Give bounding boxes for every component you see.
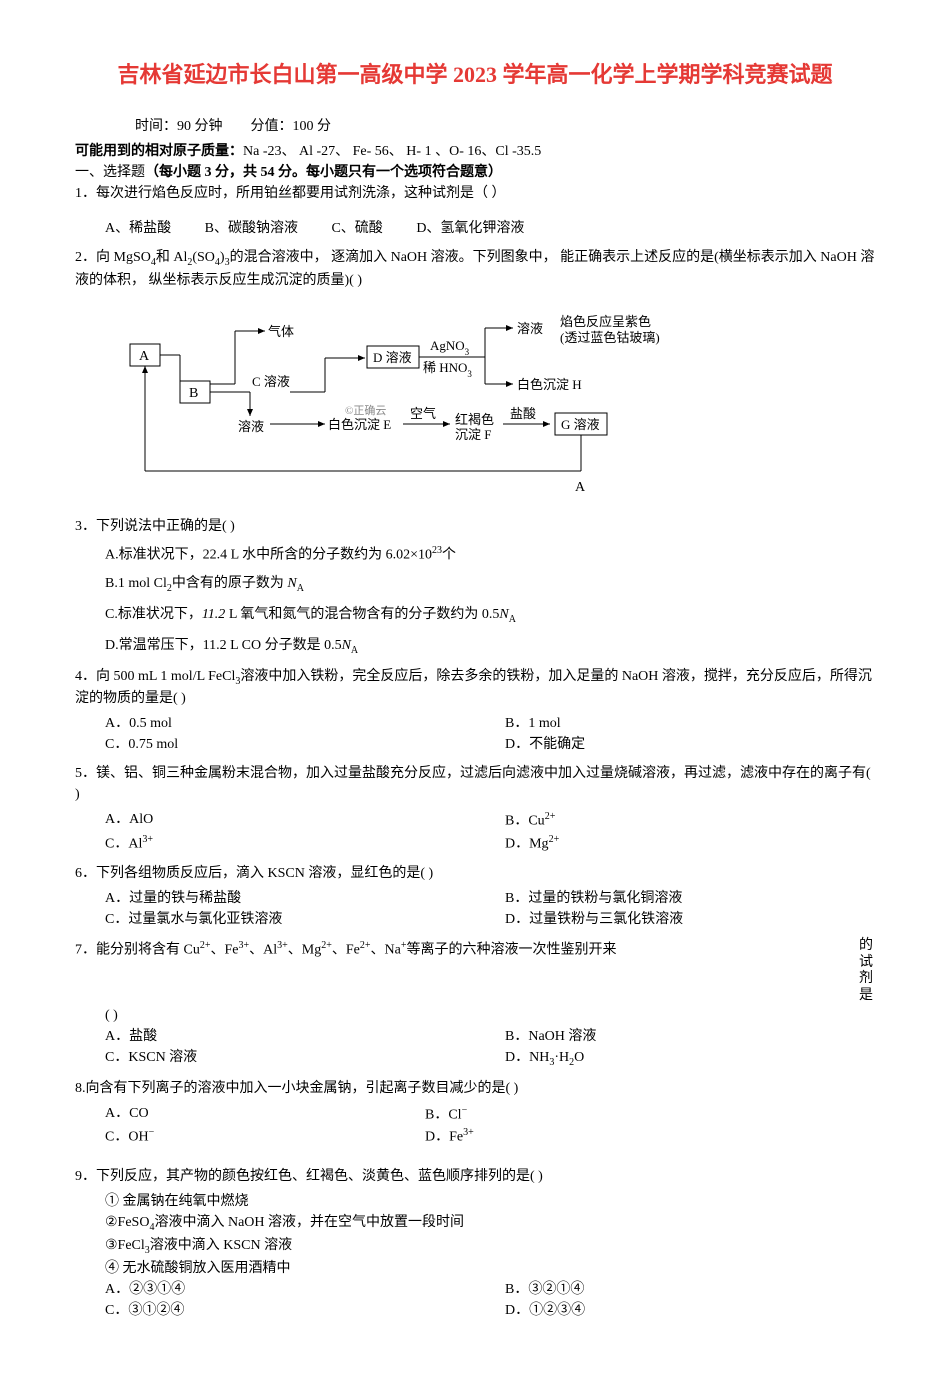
question-4: 4．向 500 mL 1 mol/L FeCl3溶液中加入铁粉，完全反应后，除去… xyxy=(75,666,875,756)
question-3: 3．下列说法中正确的是( ) A.标准状况下，22.4 L 水中所含的分子数约为… xyxy=(75,516,875,658)
q8-option-a: A．CO xyxy=(75,1103,395,1126)
svg-text:盐酸: 盐酸 xyxy=(510,406,536,421)
q7-vertical-text: 的试剂是 xyxy=(859,938,875,1005)
q7-option-b: B．NaOH 溶液 xyxy=(475,1026,875,1047)
q3-option-b: B.1 mol Cl2中含有的原子数为 NA xyxy=(105,573,875,596)
box-a-label: A xyxy=(139,349,150,364)
svg-text:焰色反应呈紫色: 焰色反应呈紫色 xyxy=(560,314,651,329)
svg-text:A: A xyxy=(575,480,586,495)
q5-text: 5．镁、铝、铜三种金属粉末混合物，加入过量盐酸充分反应，过滤后向滤液中加入过量烧… xyxy=(75,763,875,805)
q6-text: 6．下列各组物质反应后，滴入 KSCN 溶液，显红色的是( ) xyxy=(75,863,875,884)
question-1: 1．每次进行焰色反应时，所用铂丝都要用试剂洗涤，这种试剂是（ ） A、稀盐酸 B… xyxy=(75,183,875,239)
q9-line2: ②FeSO4溶液中滴入 NaOH 溶液，并在空气中放置一段时间 xyxy=(75,1212,875,1235)
q4-option-c: C．0.75 mol xyxy=(75,734,475,755)
q9-text: 9．下列反应，其产物的颜色按红色、红褐色、淡黄色、蓝色顺序排列的是( ) xyxy=(75,1166,875,1187)
section-1-header: 一、选择题（每小题 3 分，共 54 分。每小题只有一个选项符合题意） xyxy=(75,162,875,183)
svg-text:C 溶液: C 溶液 xyxy=(252,374,290,389)
q6-option-d: D．过量铁粉与三氯化铁溶液 xyxy=(475,909,875,930)
q9-option-a: A．②③①④ xyxy=(75,1279,475,1300)
q4-option-d: D．不能确定 xyxy=(475,734,875,755)
svg-text:G 溶液: G 溶液 xyxy=(561,417,600,432)
materials-label: 可能用到的相对原子质量： xyxy=(75,144,243,159)
svg-text:(透过蓝色钴玻璃): (透过蓝色钴玻璃) xyxy=(560,330,660,345)
svg-text:白色沉淀 E: 白色沉淀 E xyxy=(328,417,391,432)
svg-text:稀 HNO3: 稀 HNO3 xyxy=(423,360,472,379)
q9-option-c: C．③①②④ xyxy=(75,1300,475,1321)
q4-option-a: A．0.5 mol xyxy=(75,713,475,734)
q8-option-c: C．OH− xyxy=(75,1125,395,1148)
q6-option-c: C．过量氯水与氯化亚铁溶液 xyxy=(75,909,475,930)
q1-option-d: D、氢氧化钾溶液 xyxy=(416,221,524,236)
q7-option-d: D．NH3·H2O xyxy=(475,1047,875,1070)
q3-option-d: D.常温常压下，11.2 L CO 分子数是 0.5NA xyxy=(105,635,875,658)
question-7: 7．能分别将含有 Cu2+、Fe3+、Al3+、Mg2+、Fe2+、Na+等离子… xyxy=(75,938,875,1070)
q8-option-d: D．Fe3+ xyxy=(395,1125,715,1148)
q5-option-a: A．AlO xyxy=(75,809,475,832)
q5-option-c: C．Al3+ xyxy=(75,832,475,855)
score-label: 分值：100 分 xyxy=(251,119,332,134)
materials-values: Na -23、 Al -27、 Fe- 56、 H- 1 、O- 16、Cl -… xyxy=(243,144,541,159)
svg-text:红褐色: 红褐色 xyxy=(455,412,494,427)
svg-text:D 溶液: D 溶液 xyxy=(373,350,412,365)
time-label: 时间：90 分钟 xyxy=(135,119,223,134)
q7-text: 7．能分别将含有 Cu2+、Fe3+、Al3+、Mg2+、Fe2+、Na+等离子… xyxy=(75,938,875,961)
q7-option-c: C．KSCN 溶液 xyxy=(75,1047,475,1070)
question-8: 8.向含有下列离子的溶液中加入一小块金属钠，引起离子数目减少的是( ) A．CO… xyxy=(75,1078,875,1148)
q1-option-b: B、碳酸钠溶液 xyxy=(205,221,298,236)
svg-text:溶液: 溶液 xyxy=(238,419,264,434)
flowchart-diagram: A B 气体 C 溶液 溶液 D 溶液 AgNO3 稀 HNO3 溶液 焰色反应… xyxy=(105,306,725,501)
q1-option-a: A、稀盐酸 xyxy=(105,221,171,236)
question-9: 9．下列反应，其产物的颜色按红色、红褐色、淡黄色、蓝色顺序排列的是( ) ① 金… xyxy=(75,1166,875,1321)
question-5: 5．镁、铝、铜三种金属粉末混合物，加入过量盐酸充分反应，过滤后向滤液中加入过量烧… xyxy=(75,763,875,854)
q4-option-b: B．1 mol xyxy=(475,713,875,734)
question-2: 2．向 MgSO4和 Al2(SO4)3的混合溶液中， 逐滴加入 NaOH 溶液… xyxy=(75,247,875,291)
box-b-label: B xyxy=(189,386,198,401)
q1-option-c: C、硫酸 xyxy=(331,221,382,236)
q5-option-d: D．Mg2+ xyxy=(475,832,875,855)
q6-option-a: A．过量的铁与稀盐酸 xyxy=(75,888,475,909)
exam-title: 吉林省延边市长白山第一高级中学 2023 学年高一化学上学期学科竞赛试题 xyxy=(75,60,875,91)
q3-option-a: A.标准状况下，22.4 L 水中所含的分子数约为 6.02×1023个 xyxy=(105,543,875,566)
q6-option-b: B．过量的铁粉与氯化铜溶液 xyxy=(475,888,875,909)
q4-text: 4．向 500 mL 1 mol/L FeCl3溶液中加入铁粉，完全反应后，除去… xyxy=(75,666,875,710)
svg-text:©正确云: ©正确云 xyxy=(345,404,386,417)
q8-text: 8.向含有下列离子的溶液中加入一小块金属钠，引起离子数目减少的是( ) xyxy=(75,1078,875,1099)
svg-text:空气: 空气 xyxy=(410,406,436,421)
q9-option-d: D．①②③④ xyxy=(475,1300,875,1321)
q1-text: 1．每次进行焰色反应时，所用铂丝都要用试剂洗涤，这种试剂是（ ） xyxy=(75,183,875,204)
svg-text:沉淀 F: 沉淀 F xyxy=(455,427,491,442)
q5-option-b: B．Cu2+ xyxy=(475,809,875,832)
q2-text: 2．向 MgSO4和 Al2(SO4)3的混合溶液中， 逐滴加入 NaOH 溶液… xyxy=(75,247,875,291)
svg-text:白色沉淀 H: 白色沉淀 H xyxy=(517,377,582,392)
q9-line3: ③FeCl3溶液中滴入 KSCN 溶液 xyxy=(75,1235,875,1258)
q7-paren: ( ) xyxy=(75,1005,875,1026)
q9-line1: ① 金属钠在纯氧中燃烧 xyxy=(75,1191,875,1212)
q9-line4: ④ 无水硫酸铜放入医用酒精中 xyxy=(75,1258,875,1279)
q3-text: 3．下列说法中正确的是( ) xyxy=(75,516,875,537)
svg-text:AgNO3: AgNO3 xyxy=(430,338,470,357)
materials-line: 可能用到的相对原子质量：Na -23、 Al -27、 Fe- 56、 H- 1… xyxy=(75,141,875,162)
q9-option-b: B．③②①④ xyxy=(475,1279,875,1300)
svg-text:溶液: 溶液 xyxy=(517,321,543,336)
time-score-line: 时间：90 分钟 分值：100 分 xyxy=(75,116,875,137)
q3-option-c: C.标准状况下，11.2 L 氧气和氮气的混合物含有的分子数约为 0.5NA xyxy=(105,604,875,627)
question-6: 6．下列各组物质反应后，滴入 KSCN 溶液，显红色的是( ) A．过量的铁与稀… xyxy=(75,863,875,930)
q8-option-b: B．Cl− xyxy=(395,1103,715,1126)
q7-option-a: A．盐酸 xyxy=(75,1026,475,1047)
svg-text:气体: 气体 xyxy=(268,324,294,339)
